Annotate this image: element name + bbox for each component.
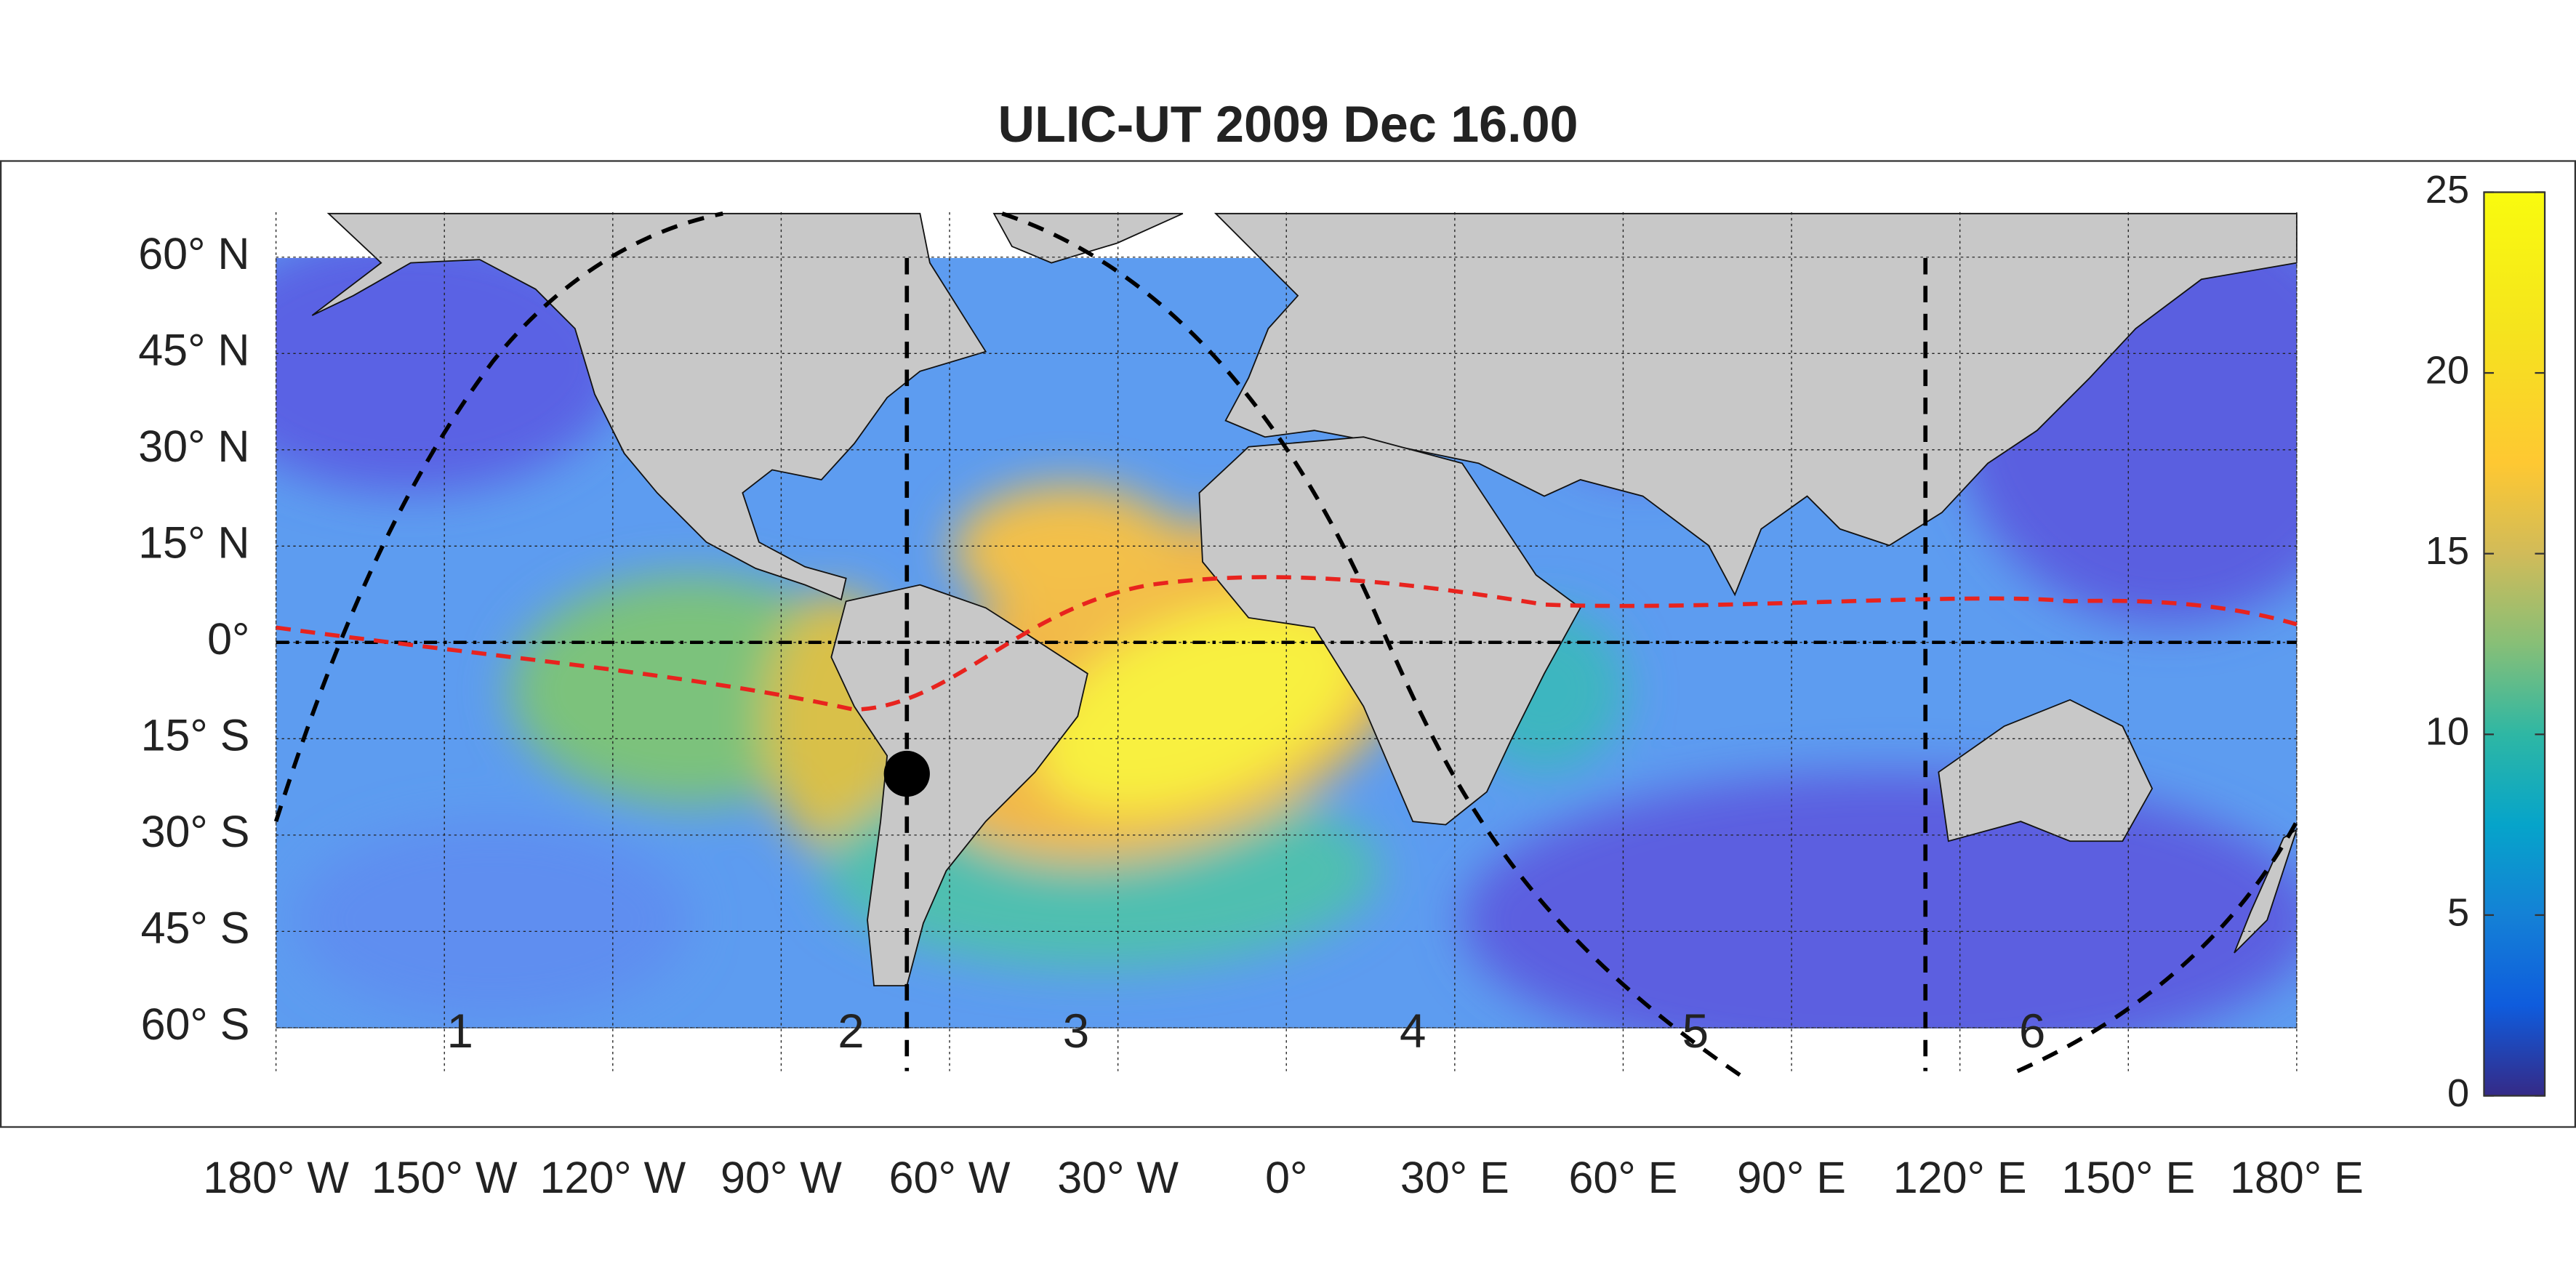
- x-tick-label: 150° W: [372, 1153, 518, 1202]
- magnetic-equator: [276, 575, 2298, 712]
- x-tick-label: 0°: [1265, 1153, 1307, 1202]
- x-tick-label: 90° W: [721, 1153, 842, 1202]
- x-tick-label: 120° E: [1893, 1153, 2027, 1202]
- colorbar-tick-label: 10: [2425, 710, 2469, 754]
- x-tick-label: 30° E: [1400, 1153, 1509, 1202]
- x-tick-label: 180° W: [203, 1153, 349, 1202]
- colorbar-tick-label: 25: [2425, 168, 2469, 212]
- x-tick-label: 60° E: [1569, 1153, 1678, 1202]
- colorbar: [2483, 191, 2546, 1097]
- region-label: 5: [1682, 1005, 1709, 1058]
- region-label: 1: [446, 1005, 473, 1058]
- colorbar-tick-label: 0: [2447, 1071, 2469, 1115]
- x-tick-label: 120° W: [539, 1153, 686, 1202]
- x-tick-label: 90° E: [1737, 1153, 1846, 1202]
- y-tick-label: 15° N: [138, 518, 249, 567]
- x-tick-label: 180° E: [2230, 1153, 2364, 1202]
- overlays: [273, 212, 2299, 1078]
- y-tick-label: 45° S: [141, 903, 250, 952]
- continents: [311, 212, 2298, 987]
- frame: [0, 160, 2576, 1128]
- colorbar-tick-label: 20: [2425, 348, 2469, 392]
- y-tick-label: 15° S: [141, 710, 250, 760]
- station-marker: [883, 750, 930, 797]
- y-tick-label: 30° S: [141, 807, 250, 856]
- y-tick-label: 30° N: [138, 422, 249, 471]
- heat-field: [276, 257, 2297, 1029]
- title: ULIC-UT 2009 Dec 16.00: [998, 96, 1578, 153]
- y-tick-label: 0°: [207, 614, 249, 664]
- x-tick-label: 60° W: [889, 1153, 1011, 1202]
- region-label: 3: [1063, 1005, 1089, 1058]
- colorbar-tick-label: 5: [2447, 890, 2469, 934]
- region-label: 2: [838, 1005, 864, 1058]
- y-tick-label: 60° N: [138, 229, 249, 278]
- colorbar-tick-label: 15: [2425, 529, 2469, 573]
- y-tick-label: 60° S: [141, 999, 250, 1049]
- terminator-east: [1001, 212, 1743, 1078]
- x-tick-label: 150° E: [2061, 1153, 2195, 1202]
- region-label: 6: [2019, 1005, 2045, 1058]
- region-label: 4: [1400, 1005, 1426, 1058]
- y-tick-label: 45° N: [138, 325, 249, 374]
- x-tick-label: 30° W: [1057, 1153, 1179, 1202]
- terminator-west: [273, 212, 723, 822]
